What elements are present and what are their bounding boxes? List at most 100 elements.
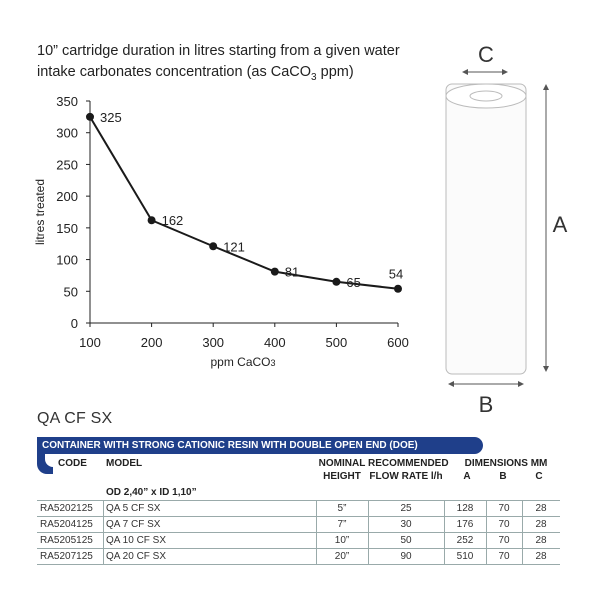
- cell-code: RA5202125: [40, 503, 93, 514]
- x-tick-label: 200: [141, 335, 163, 350]
- x-tick-label: 100: [79, 335, 101, 350]
- cell-flow: 90: [400, 551, 412, 562]
- cell-flow: 50: [400, 535, 412, 546]
- cell-model: QA 10 CF SX: [106, 535, 167, 546]
- x-tick-label: 300: [202, 335, 224, 350]
- data-point: [332, 277, 341, 286]
- dimension-b-label: B: [479, 392, 494, 417]
- arrowhead-icon: [518, 381, 524, 387]
- y-tick-label: 200: [56, 189, 78, 204]
- cell-dim-a: 252: [456, 535, 474, 546]
- data-point: [86, 112, 94, 121]
- table-rule: [37, 532, 560, 533]
- header-nominal-2: HEIGHT: [323, 471, 361, 482]
- data-label: 54: [389, 267, 403, 282]
- cartridge-diagram: C A B: [445, 42, 568, 417]
- table-rule: [37, 500, 560, 501]
- banner-tail-inner: [45, 452, 57, 467]
- y-tick-label: 150: [56, 221, 78, 236]
- cell-dim-a: 128: [456, 503, 474, 514]
- data-point: [394, 284, 402, 293]
- y-tick-label: 250: [56, 157, 78, 172]
- arrowhead-icon: [462, 69, 468, 75]
- cell-code: RA5205125: [40, 535, 93, 546]
- cell-dim-c: 28: [535, 503, 547, 514]
- cell-height: 10”: [334, 535, 350, 546]
- table-rule: [37, 516, 560, 517]
- data-label: 121: [223, 239, 245, 254]
- product-title: QA CF SX: [37, 410, 113, 427]
- cell-model: QA 7 CF SX: [106, 519, 161, 530]
- y-tick-label: 350: [56, 94, 78, 109]
- data-points: [86, 112, 402, 293]
- chart-svg: 0 50 100 150 200 250 300 350 100 200 300 400 500 600…: [33, 42, 568, 417]
- cell-code: RA5207125: [40, 551, 93, 562]
- x-tick-label: 500: [326, 335, 348, 350]
- y-tick-label: 0: [71, 316, 78, 331]
- arrowhead-icon: [543, 366, 549, 372]
- y-tick-label: 100: [56, 253, 78, 268]
- data-label: 162: [162, 213, 184, 228]
- header-dim-a: A: [463, 471, 471, 482]
- cell-flow: 25: [400, 503, 412, 514]
- dimension-c-label: C: [478, 42, 494, 67]
- cell-dim-b: 70: [498, 503, 510, 514]
- data-point: [270, 267, 279, 276]
- table-col-rule: [486, 500, 487, 564]
- y-tick-group: 0 50 100 150 200 250 300 350: [56, 94, 90, 331]
- x-tick-label: 400: [264, 335, 286, 350]
- header-dim-c: C: [535, 471, 543, 482]
- cell-flow: 30: [400, 519, 412, 530]
- cartridge-inner-hole: [469, 90, 503, 102]
- y-axis-label: litres treated: [33, 179, 47, 245]
- chart-axes: [89, 101, 398, 324]
- dimension-a-label: A: [553, 212, 568, 237]
- cell-height: 20”: [334, 551, 350, 562]
- table-col-rule: [444, 500, 445, 564]
- x-tick-group: 100 200 300 400 500 600: [79, 323, 409, 350]
- table-banner: CONTAINER WITH STRONG CATIONIC RESIN WIT…: [37, 437, 483, 454]
- cell-dim-a: 510: [456, 551, 474, 562]
- series-line: [89, 116, 399, 290]
- header-model: MODEL: [106, 458, 143, 469]
- arrowhead-icon: [543, 84, 549, 90]
- header-code: CODE: [58, 458, 87, 469]
- header-flow-2: FLOW RATE l/h: [369, 471, 443, 482]
- table-col-rule: [316, 500, 317, 564]
- cell-model: QA 20 CF SX: [106, 551, 167, 562]
- cell-dim-c: 28: [535, 551, 547, 562]
- data-point: [209, 242, 218, 251]
- header-dim-b: B: [499, 471, 507, 482]
- chart-title: 10” cartridge duration in litres startin…: [37, 43, 400, 83]
- cell-dim-b: 70: [498, 535, 510, 546]
- cell-code: RA5204125: [40, 519, 93, 530]
- header-dimensions: DIMENSIONS MM: [464, 458, 548, 469]
- x-tick-label: 600: [387, 335, 409, 350]
- table-rule: [37, 564, 560, 565]
- header-flow-1: RECOMMENDED: [368, 458, 449, 469]
- arrowhead-icon: [448, 381, 454, 387]
- table-col-rule: [103, 500, 104, 564]
- cell-dim-c: 28: [535, 519, 547, 530]
- x-axis-label: ppm CaCO3: [210, 355, 275, 369]
- data-label: 65: [346, 275, 360, 290]
- data-labels: 325 162 121 81 65 54: [100, 110, 403, 290]
- arrowhead-icon: [502, 69, 508, 75]
- header-nominal-1: NOMINAL: [318, 458, 366, 469]
- y-tick-label: 300: [56, 126, 78, 141]
- table-col-rule: [522, 500, 523, 564]
- data-label: 81: [285, 265, 299, 280]
- cell-dim-b: 70: [498, 551, 510, 562]
- table-subheader: OD 2,40” x ID 1,10”: [106, 487, 197, 498]
- data-point: [147, 216, 156, 225]
- cell-height: 5”: [337, 503, 347, 514]
- y-tick-label: 50: [64, 284, 78, 299]
- cell-model: QA 5 CF SX: [106, 503, 161, 514]
- cell-height: 7”: [337, 519, 347, 530]
- cell-dim-b: 70: [498, 519, 510, 530]
- table-col-rule: [368, 500, 369, 564]
- data-label: 325: [100, 110, 122, 125]
- cell-dim-c: 28: [535, 535, 547, 546]
- table-rule: [37, 548, 560, 549]
- cell-dim-a: 176: [456, 519, 474, 530]
